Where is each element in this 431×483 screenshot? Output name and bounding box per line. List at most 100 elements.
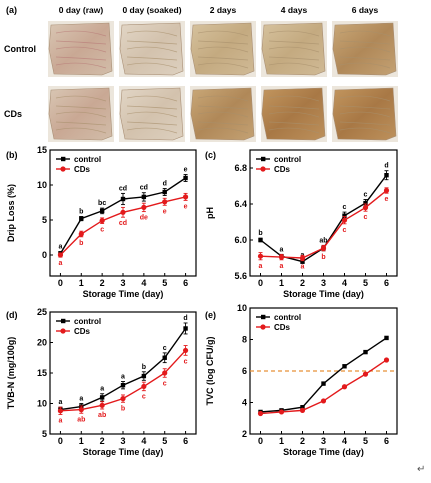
- data-point-control: [79, 216, 84, 221]
- x-tick-label: 6: [183, 436, 188, 446]
- data-point-control: [162, 189, 167, 195]
- y-axis-label: TVC (log CFU/g): [205, 337, 215, 406]
- data-point-cds: [383, 187, 390, 194]
- data-point-cds: [78, 407, 84, 413]
- significance-letter: b: [258, 230, 262, 237]
- y-axis-label: Drip Loss (%): [6, 184, 16, 242]
- data-point-cds: [120, 396, 126, 402]
- significance-letter: e: [184, 167, 188, 174]
- data-point-control: [342, 213, 347, 218]
- data-point-cds: [99, 218, 105, 224]
- muscle-line: [126, 95, 178, 102]
- muscle-line: [197, 121, 249, 126]
- x-tick-label: 2: [100, 278, 105, 288]
- data-point-control: [384, 173, 389, 178]
- muscle-line: [55, 95, 107, 102]
- photo-column-label: 4 days: [281, 5, 308, 15]
- data-point-control: [342, 364, 347, 369]
- significance-letter: c: [100, 227, 104, 234]
- x-tick-label: 1: [79, 436, 84, 446]
- y-tick-label: 15: [37, 368, 47, 378]
- legend-label: control: [274, 155, 301, 164]
- muscle-line: [268, 111, 320, 118]
- fish-sample-photo: [332, 21, 398, 77]
- fish-fillet: [119, 22, 184, 76]
- significance-letter: d: [183, 315, 187, 322]
- significance-letter: c: [163, 345, 167, 352]
- muscle-line: [197, 56, 249, 61]
- y-tick-label: 6.0: [234, 235, 247, 245]
- chart-d: (d) 0 1 2 3 4 5 6 5 10 15 20 25 Storage Time (day) TVB…: [6, 307, 197, 457]
- data-point-cds: [182, 347, 189, 354]
- data-point-cds: [299, 255, 306, 261]
- data-point-cds: [341, 384, 348, 390]
- significance-letter: ab: [319, 237, 327, 244]
- significance-letter: b: [121, 405, 125, 412]
- y-axis-label: TVB-N (mg/100g): [6, 337, 16, 410]
- muscle-line: [126, 56, 178, 61]
- fish-fillet: [261, 22, 326, 76]
- significance-letter: c: [142, 394, 146, 401]
- data-point-control: [300, 405, 305, 410]
- significance-letter: e: [163, 208, 167, 215]
- muscle-line: [197, 46, 249, 53]
- significance-letter: cd: [119, 185, 127, 192]
- significance-letter: e: [184, 203, 188, 210]
- muscle-line: [268, 105, 320, 110]
- y-tick-label: 5.6: [234, 271, 247, 281]
- data-point-cds: [99, 402, 105, 408]
- significance-letter: bc: [98, 200, 106, 207]
- muscle-line: [268, 95, 320, 102]
- x-tick-label: 2: [300, 436, 305, 446]
- x-tick-label: 5: [162, 278, 167, 288]
- y-tick-label: 5: [42, 429, 47, 439]
- fish-sample-photo: [48, 86, 114, 142]
- fish-fillet: [119, 87, 184, 141]
- panel-a-label: (a): [6, 5, 17, 15]
- data-point-control: [300, 259, 305, 264]
- significance-letter: a: [259, 263, 263, 270]
- muscle-line: [339, 111, 391, 118]
- muscle-line: [55, 40, 107, 45]
- muscle-line: [55, 56, 107, 61]
- data-point-cds: [278, 409, 285, 415]
- muscle-line: [339, 46, 391, 53]
- muscle-line: [126, 30, 178, 37]
- panel-label: (e): [205, 310, 216, 320]
- y-tick-label: 10: [37, 180, 47, 190]
- data-point-cds: [299, 407, 306, 413]
- x-tick-label: 1: [79, 278, 84, 288]
- data-point-cds: [362, 205, 369, 211]
- fish-sample-photo: [261, 86, 327, 142]
- muscle-line: [55, 127, 107, 134]
- muscle-line: [339, 127, 391, 134]
- data-point-control: [141, 373, 147, 379]
- x-tick-label: 2: [100, 436, 105, 446]
- photo-row-label: Control: [4, 44, 36, 54]
- muscle-line: [126, 46, 178, 53]
- x-tick-label: 0: [258, 436, 263, 446]
- data-point-control: [162, 355, 167, 360]
- x-tick-label: 1: [279, 278, 284, 288]
- data-point-cds: [162, 199, 168, 205]
- data-point-cds: [57, 252, 64, 258]
- photo-column-label: 6 days: [352, 5, 379, 15]
- legend-label: control: [274, 313, 301, 322]
- x-tick-label: 4: [141, 436, 146, 446]
- muscle-line: [197, 30, 249, 37]
- data-point-control: [321, 381, 326, 386]
- y-tick-label: 5: [42, 215, 47, 225]
- muscle-line: [55, 46, 107, 53]
- legend-label: control: [74, 317, 101, 326]
- photo-column-label: 0 day (raw): [59, 5, 104, 15]
- significance-letter: b: [79, 209, 83, 216]
- data-point-cds: [383, 357, 390, 363]
- muscle-line: [268, 121, 320, 126]
- legend-marker: [60, 166, 66, 172]
- y-tick-label: 25: [37, 307, 47, 317]
- data-point-control: [99, 208, 105, 214]
- data-point-control: [363, 200, 368, 206]
